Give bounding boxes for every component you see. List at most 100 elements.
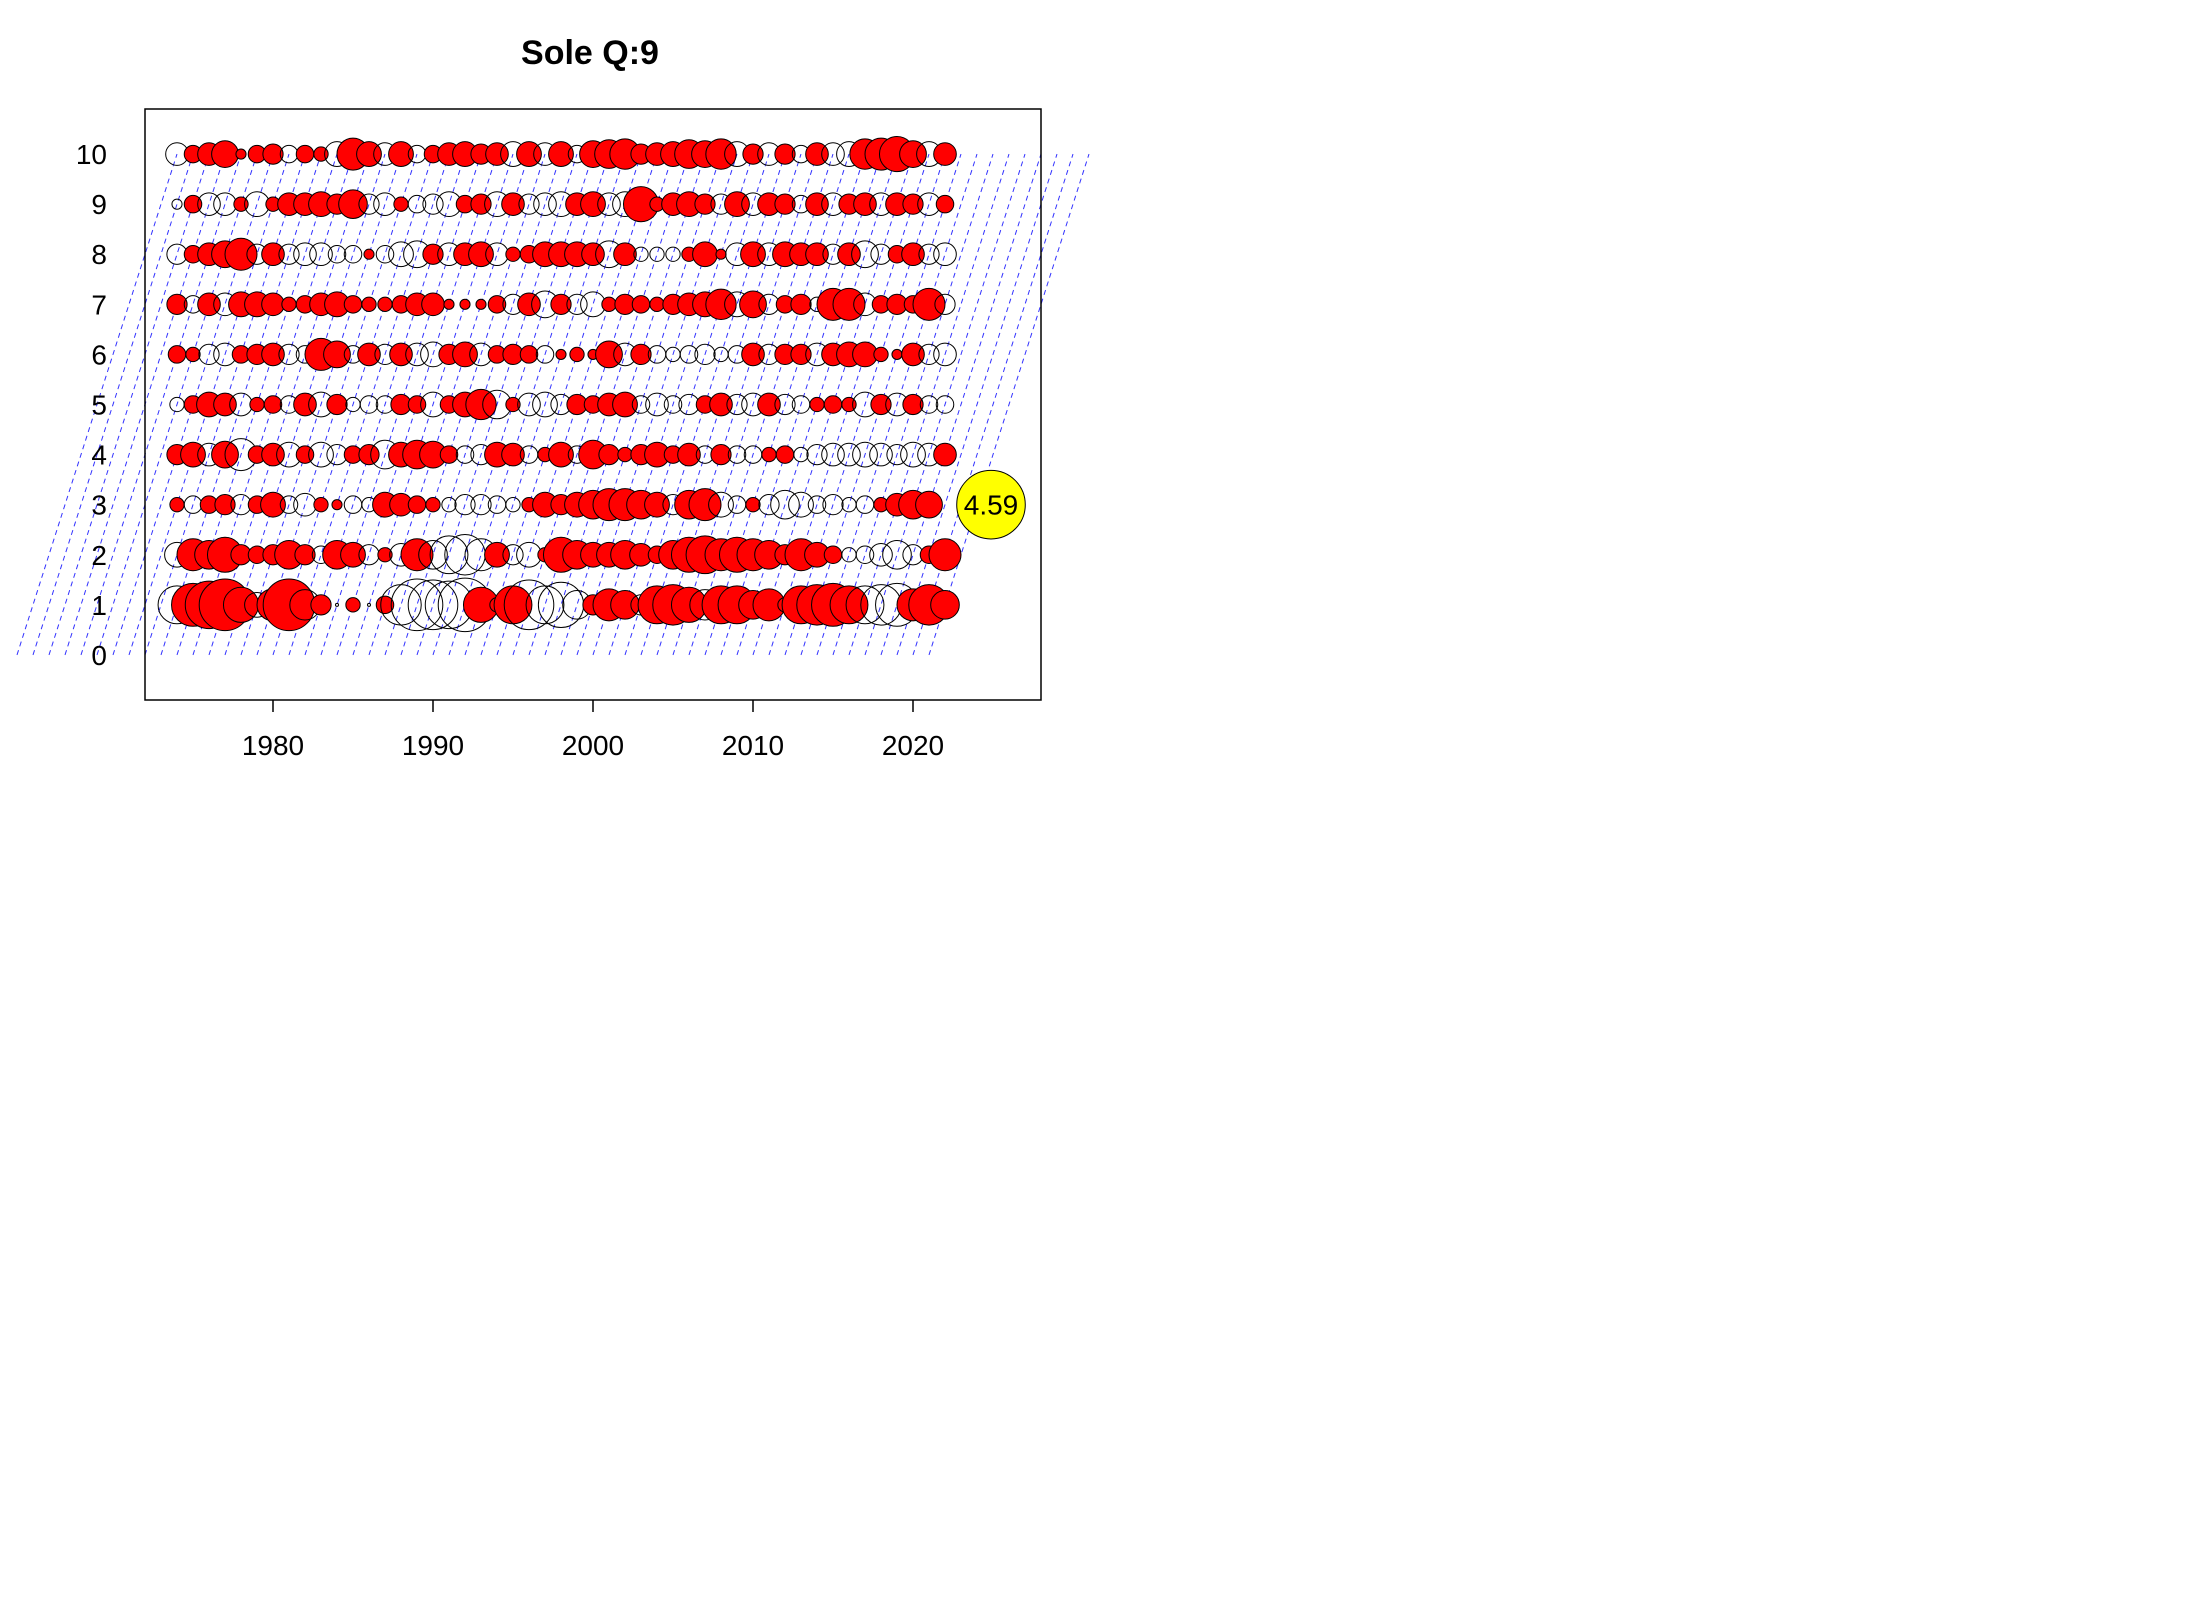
bubble-positive bbox=[902, 393, 924, 416]
bubble-negative bbox=[852, 441, 878, 468]
chart-title: Sole Q:9 bbox=[521, 34, 659, 72]
bubble-positive bbox=[581, 242, 605, 267]
bubble-negative bbox=[418, 539, 448, 570]
bubble-negative bbox=[335, 602, 339, 607]
bubble-negative bbox=[455, 445, 475, 464]
y-axis: 0 1 2 3 4 5 6 7 8 9 10 bbox=[76, 139, 107, 671]
bubble-negative bbox=[470, 494, 492, 516]
bubble-negative bbox=[279, 495, 299, 514]
bubble-positive bbox=[393, 196, 409, 212]
bubble-negative bbox=[517, 392, 541, 417]
bubble-positive bbox=[644, 491, 670, 518]
bubble-positive bbox=[742, 143, 764, 165]
bubble-negative bbox=[649, 246, 665, 262]
bubble-negative bbox=[359, 395, 379, 414]
bubble-negative bbox=[390, 578, 444, 632]
bubble-negative bbox=[793, 446, 809, 463]
bubble-negative bbox=[934, 293, 956, 315]
bubble-negative bbox=[918, 243, 940, 265]
bubble-positive bbox=[377, 547, 393, 563]
bubble-positive bbox=[484, 541, 510, 568]
bubble-positive bbox=[870, 393, 892, 416]
bubble-negative bbox=[535, 345, 555, 364]
bubble-negative bbox=[278, 343, 300, 366]
cohort-line bbox=[48, 153, 210, 656]
bubble-positive bbox=[550, 293, 572, 315]
bubble-positive bbox=[915, 490, 943, 519]
bubble-positive bbox=[670, 586, 708, 623]
bubble-negative bbox=[837, 442, 861, 467]
bubble-positive bbox=[617, 446, 633, 463]
bubble-positive bbox=[375, 595, 395, 615]
cohort-line bbox=[560, 153, 722, 656]
bubble-negative bbox=[631, 395, 651, 414]
bubble-negative bbox=[454, 494, 476, 516]
bubble-negative bbox=[309, 242, 333, 267]
bubble-positive bbox=[260, 491, 286, 518]
bubble-positive bbox=[331, 499, 343, 511]
cohort-line bbox=[592, 153, 754, 656]
bubble-positive bbox=[313, 146, 329, 162]
cohort-line bbox=[288, 153, 450, 656]
bubble-positive bbox=[841, 396, 857, 413]
x-tick-label: 2010 bbox=[722, 730, 784, 761]
bubble-negative bbox=[358, 193, 380, 215]
bubble-positive bbox=[439, 445, 459, 464]
cohort-line bbox=[96, 153, 258, 656]
bubble-negative bbox=[845, 585, 885, 625]
bubble-positive bbox=[343, 295, 363, 314]
bubble-negative bbox=[367, 602, 371, 607]
bubble-positive bbox=[790, 343, 812, 366]
x-tick-label: 2000 bbox=[562, 730, 624, 761]
bubble-negative bbox=[532, 391, 558, 418]
bubble-negative bbox=[407, 579, 459, 631]
bubble-positive bbox=[459, 298, 471, 310]
cohort-line bbox=[208, 153, 370, 656]
bubble-positive bbox=[295, 144, 315, 164]
bubble-positive bbox=[739, 290, 767, 319]
cohort-line bbox=[912, 153, 1074, 656]
bubble-positive bbox=[548, 441, 574, 468]
bubble-positive bbox=[912, 287, 946, 321]
bubble-positive bbox=[261, 292, 285, 317]
cohort-line bbox=[928, 153, 1090, 656]
bubble-negative bbox=[518, 193, 540, 215]
bubble-negative bbox=[708, 491, 734, 518]
cohort-line bbox=[448, 153, 610, 656]
bubble-positive bbox=[185, 346, 201, 363]
bubble-negative bbox=[171, 198, 183, 210]
y-tick-label: 4 bbox=[91, 440, 107, 471]
bubble-positive bbox=[501, 192, 525, 216]
bubble-positive bbox=[757, 392, 781, 417]
cohort-line bbox=[704, 153, 866, 656]
bubble-positive bbox=[630, 343, 652, 366]
x-axis: 1980 1990 2000 2010 2020 bbox=[242, 700, 944, 761]
bubble-negative bbox=[758, 494, 780, 516]
bubble-positive bbox=[774, 143, 796, 165]
cohort-line bbox=[416, 153, 578, 656]
bubble-positive bbox=[485, 142, 509, 166]
cohort-line bbox=[720, 153, 882, 656]
cohort-line bbox=[880, 153, 1042, 656]
max-residual-bubble bbox=[956, 469, 1026, 540]
bubble-positive bbox=[293, 392, 317, 417]
max-residual-label: 4.59 bbox=[964, 490, 1019, 521]
bubble-positive bbox=[649, 296, 665, 312]
bubble-positive bbox=[612, 391, 638, 418]
bubble-positive bbox=[224, 237, 258, 271]
cohort-line bbox=[576, 153, 738, 656]
bubble-positive bbox=[901, 342, 925, 367]
bubble-positive bbox=[928, 538, 962, 572]
bubble-negative bbox=[822, 494, 844, 516]
bubble-negative bbox=[388, 241, 414, 268]
bubble-positive bbox=[935, 194, 955, 214]
bubble-negative bbox=[665, 246, 681, 262]
y-tick-label: 9 bbox=[91, 189, 107, 220]
bubble-positive bbox=[901, 242, 925, 267]
bubble-positive bbox=[340, 541, 366, 568]
bubble-negative bbox=[502, 544, 524, 566]
bubble-positive bbox=[261, 342, 285, 367]
bubble-positive bbox=[470, 193, 492, 215]
bubble-negative bbox=[727, 445, 747, 464]
